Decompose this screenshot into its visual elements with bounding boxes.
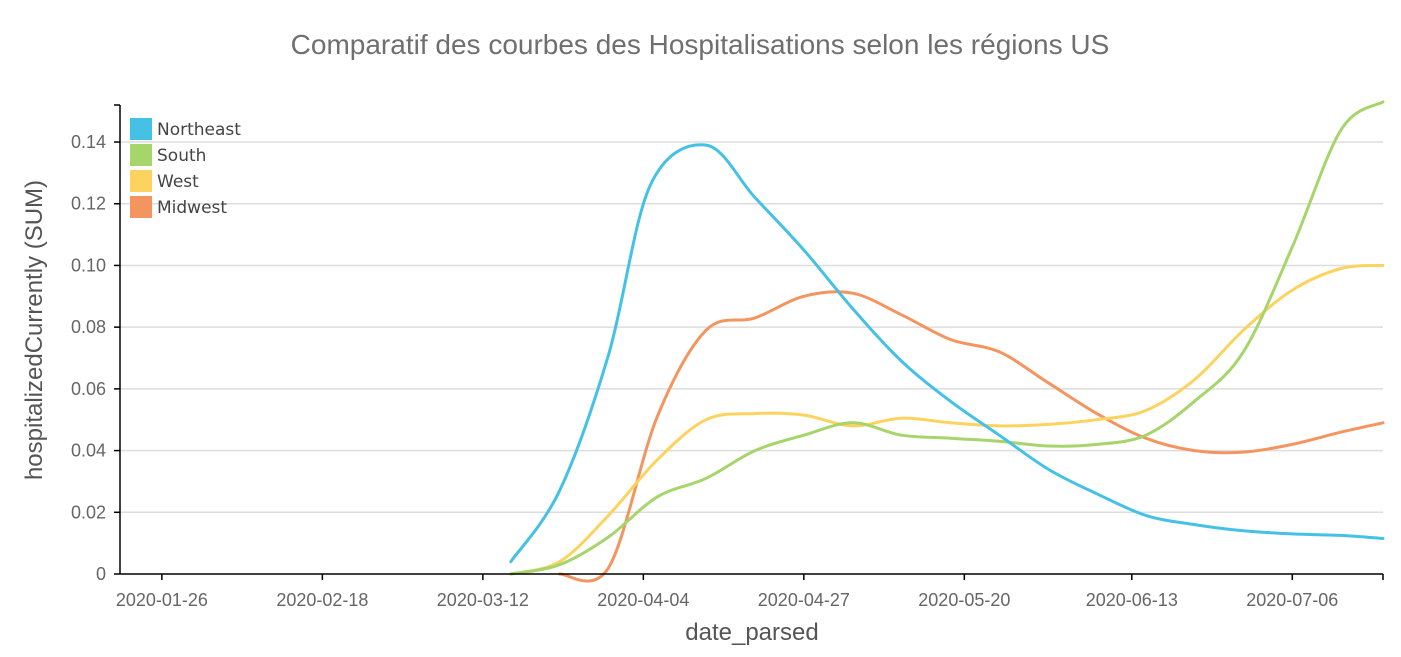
x-tick-label: 2020-02-18 [276, 590, 368, 610]
y-tick-label: 0.10 [71, 255, 106, 275]
x-tick-label: 2020-05-20 [918, 590, 1010, 610]
y-tick-label: 0.12 [71, 194, 106, 214]
x-tick-label: 2020-04-27 [758, 590, 850, 610]
legend: Northeast South West Midwest [130, 118, 241, 218]
y-tick-label: 0.14 [71, 132, 106, 152]
y-tick-label: 0 [96, 564, 106, 584]
legend-label-south: South [157, 146, 206, 166]
series-line-west [509, 263, 1385, 576]
legend-label-west: West [157, 172, 199, 192]
series-line-south [509, 100, 1385, 576]
series-line-midwest [558, 290, 1385, 583]
x-tick-label: 2020-04-04 [597, 590, 689, 610]
grid-lines [120, 141, 1383, 514]
y-tick-label: 0.02 [71, 502, 106, 522]
legend-label-midwest: Midwest [157, 198, 227, 218]
chart-title: Comparatif des courbes des Hospitalisati… [291, 29, 1110, 60]
axes-group [114, 104, 1384, 580]
y-tick-label: 0.04 [71, 441, 106, 461]
x-axis-label: date_parsed [685, 619, 818, 646]
x-tick-label: 2020-07-06 [1246, 590, 1338, 610]
x-tick-label: 2020-03-12 [437, 590, 529, 610]
legend-swatch-midwest [130, 196, 152, 218]
x-tick-label: 2020-06-13 [1086, 590, 1178, 610]
y-ticks: 0 0.02 0.04 0.06 0.08 0.10 0.12 0.14 [71, 132, 120, 584]
y-tick-label: 0.06 [71, 379, 106, 399]
series-line-northeast [509, 143, 1385, 564]
legend-swatch-northeast [130, 118, 152, 140]
legend-swatch-west [130, 170, 152, 192]
legend-swatch-south [130, 144, 152, 166]
legend-label-northeast: Northeast [157, 120, 241, 140]
series-group [509, 100, 1385, 583]
x-tick-label: 2020-01-26 [116, 590, 208, 610]
y-tick-label: 0.08 [71, 317, 106, 337]
y-axis-label: hospitalizedCurrently (SUM) [21, 180, 48, 480]
x-ticks: 2020-01-26 2020-02-18 2020-03-12 2020-04-04… [116, 574, 1338, 610]
